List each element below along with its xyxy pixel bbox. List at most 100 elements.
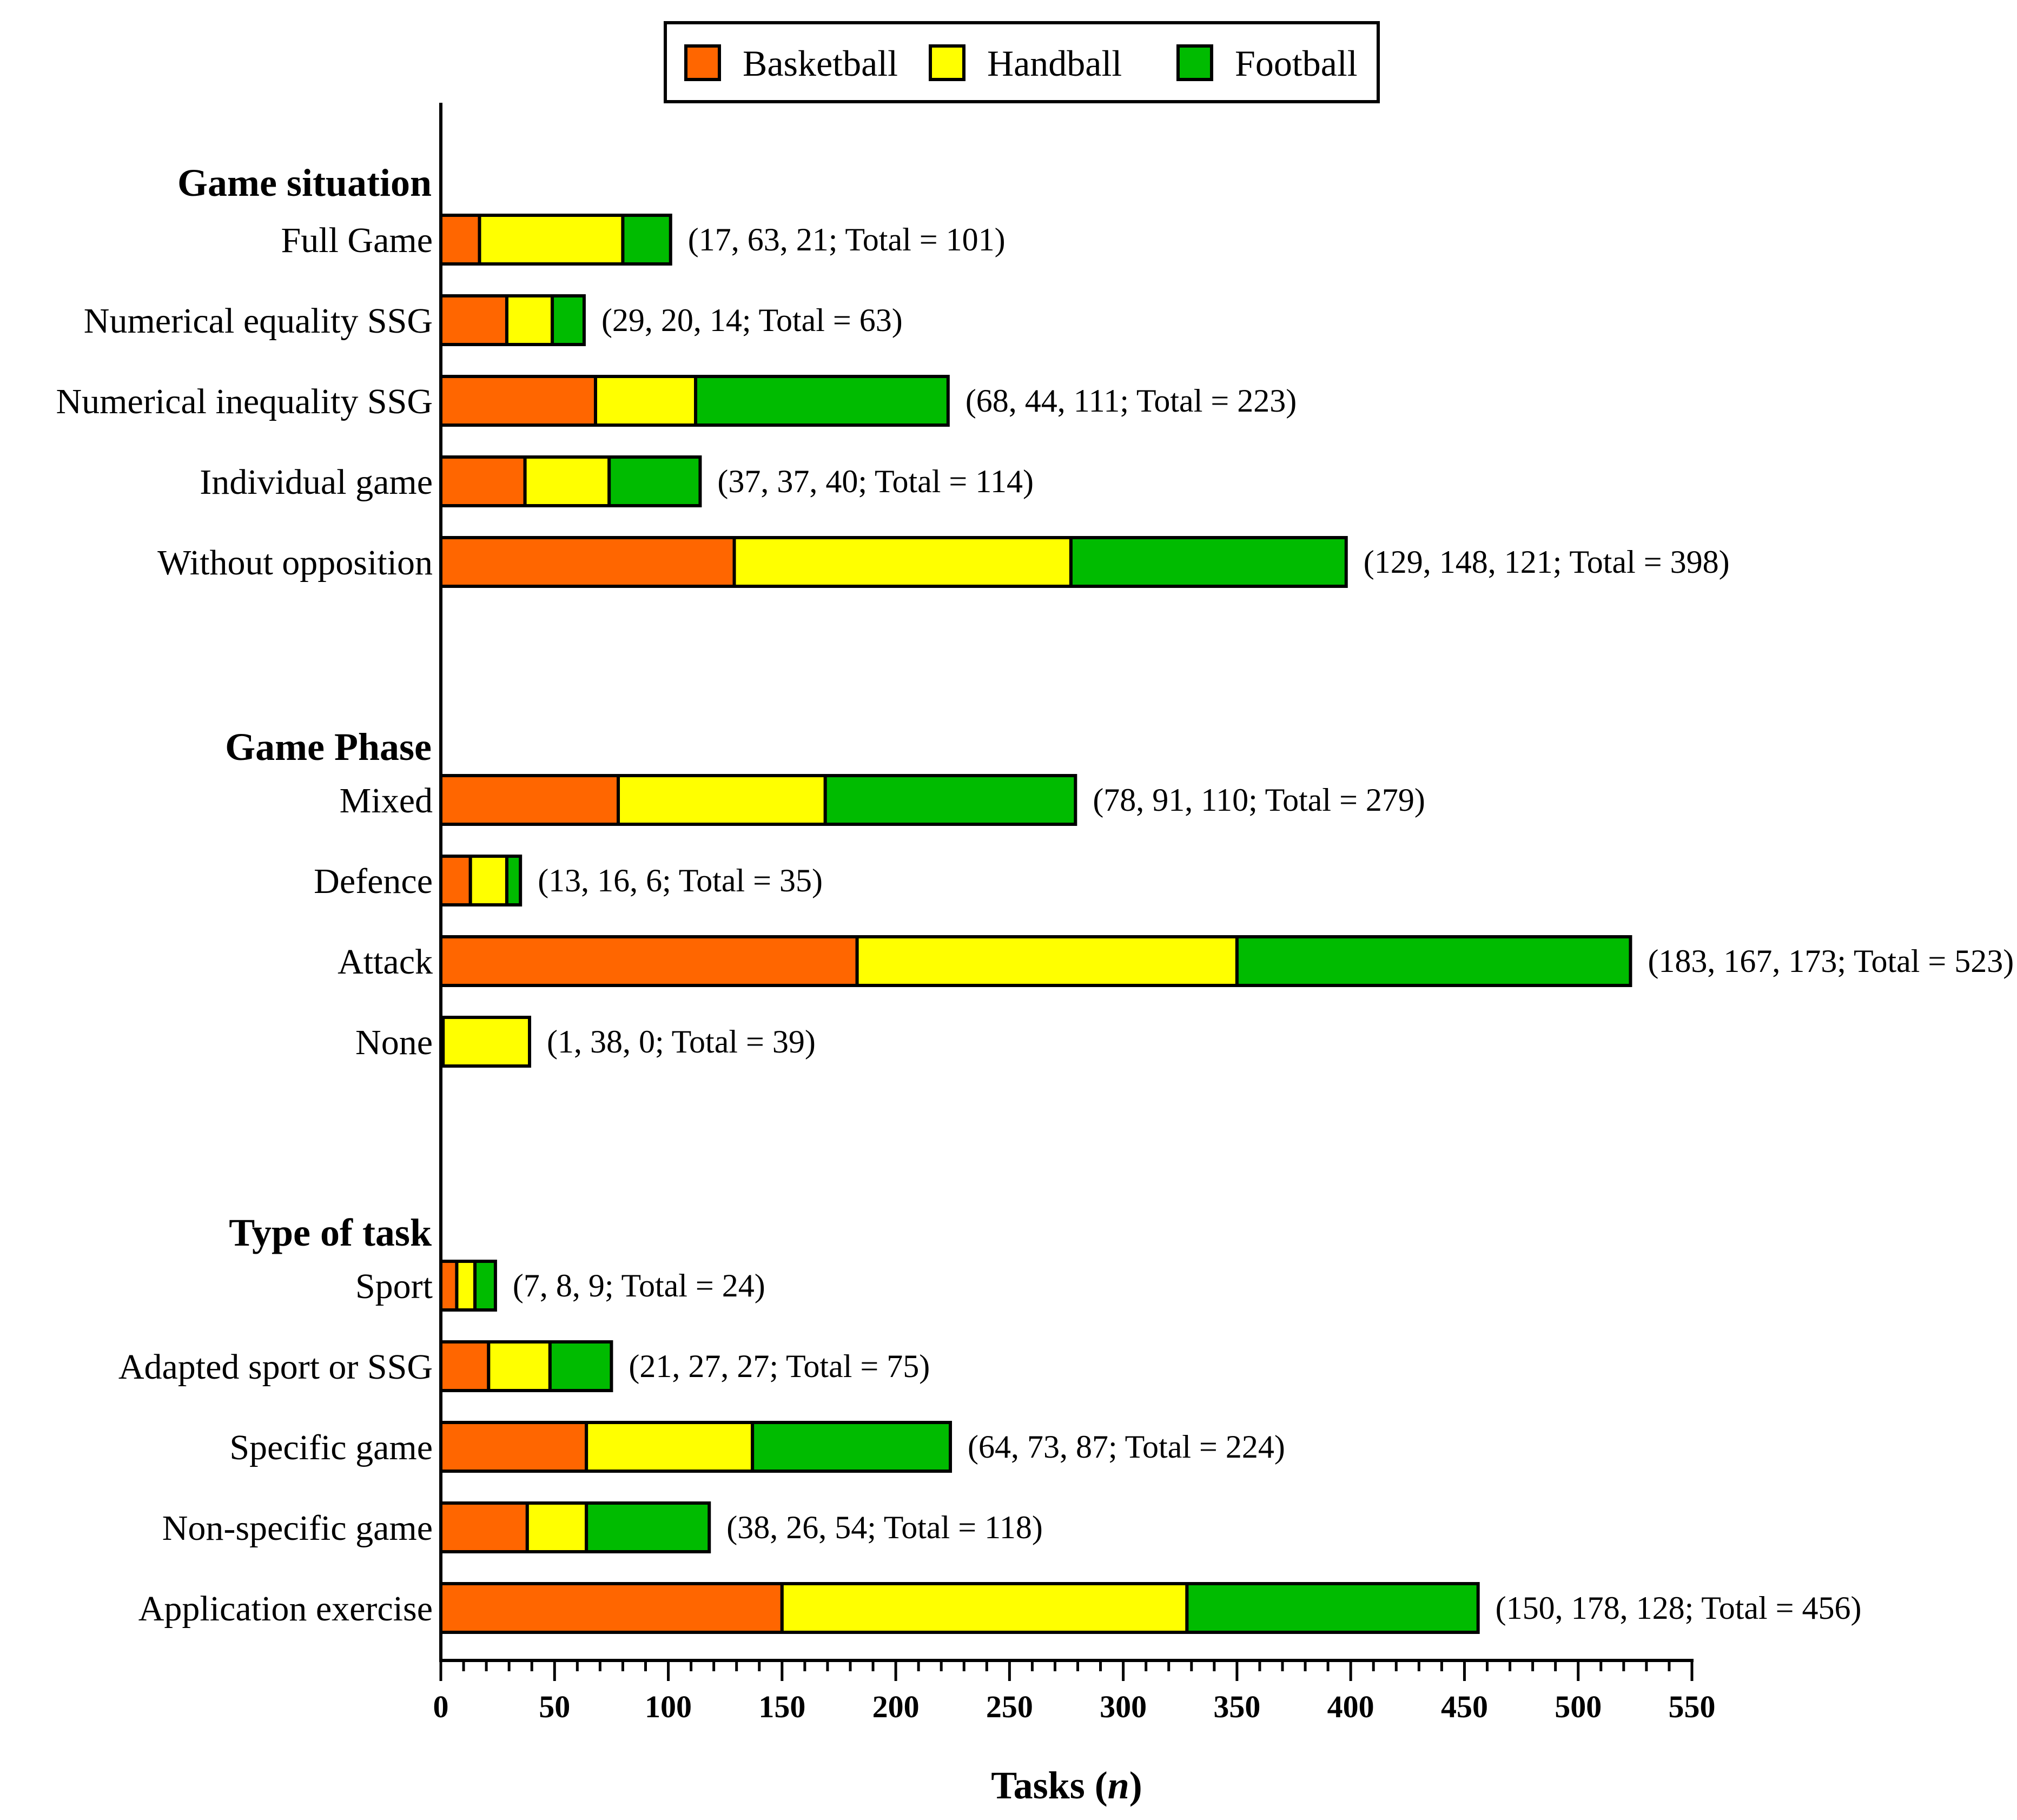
legend: Basketball Handball Football bbox=[664, 21, 1380, 103]
bar-segment-basketball bbox=[439, 935, 859, 987]
bar-row-defence: Defence (13, 16, 6; Total = 35) bbox=[314, 855, 823, 906]
bar-segment-handball bbox=[617, 774, 827, 826]
x-tick-label: 50 bbox=[539, 1689, 570, 1724]
x-tick-label: 350 bbox=[1213, 1689, 1260, 1724]
bar-row-numerical-equality-ssg: Numerical equality SSG (29, 20, 14; Total… bbox=[84, 294, 903, 346]
group-game-situation: Game situation Full Game (17, 63, 21; Tota… bbox=[56, 161, 1730, 588]
category-label: Mixed bbox=[340, 781, 433, 820]
bar-segment-football bbox=[621, 214, 672, 266]
x-tick-label: 300 bbox=[1100, 1689, 1147, 1724]
legend-swatch-football bbox=[1176, 44, 1213, 81]
x-tick-label: 550 bbox=[1669, 1689, 1716, 1724]
bar-segment-basketball bbox=[439, 214, 481, 266]
bar-segment-handball bbox=[505, 294, 554, 346]
bar-segment-football bbox=[1069, 536, 1348, 588]
bar-annotation: (29, 20, 14; Total = 63) bbox=[601, 302, 903, 338]
bar-annotation: (13, 16, 6; Total = 35) bbox=[538, 863, 823, 898]
bar-segment-handball bbox=[468, 855, 508, 906]
bar-segment-football bbox=[1235, 935, 1632, 987]
bar-segment-handball bbox=[487, 1340, 552, 1392]
category-label: Adapted sport or SSG bbox=[118, 1347, 433, 1387]
legend-swatch-basketball bbox=[684, 44, 721, 81]
bar-segment-football bbox=[548, 1340, 613, 1392]
bar-segment-handball bbox=[855, 935, 1239, 987]
group-title: Game Phase bbox=[225, 725, 432, 769]
x-tick-label: 500 bbox=[1555, 1689, 1602, 1724]
category-label: Sport bbox=[355, 1267, 433, 1306]
x-axis-title: Tasks (n) bbox=[991, 1764, 1142, 1807]
bar-segment-handball bbox=[525, 1501, 588, 1553]
legend-label-basketball: Basketball bbox=[743, 43, 898, 84]
bar-row-sport: Sport (7, 8, 9; Total = 24) bbox=[355, 1260, 765, 1312]
category-label: Application exercise bbox=[138, 1589, 433, 1629]
bar-segment-football bbox=[505, 855, 523, 906]
bar-segment-basketball bbox=[439, 855, 472, 906]
bar-annotation: (1, 38, 0; Total = 39) bbox=[547, 1024, 816, 1060]
category-label: Non-specific game bbox=[162, 1508, 433, 1548]
bar-segment-football bbox=[607, 455, 702, 507]
bar-segment-football bbox=[1185, 1582, 1480, 1634]
x-tick-label: 0 bbox=[433, 1689, 449, 1724]
bar-segment-handball bbox=[593, 375, 698, 427]
bar-segment-basketball bbox=[439, 1501, 529, 1553]
bar-annotation: (17, 63, 21; Total = 101) bbox=[688, 222, 1006, 257]
chart-groups: Game situation Full Game (17, 63, 21; Tota… bbox=[56, 161, 2014, 1634]
bar-row-application-exercise: Application exercise (150, 178, 128; Tota… bbox=[138, 1582, 1862, 1634]
bar-segment-football bbox=[751, 1421, 953, 1473]
bar-segment-basketball bbox=[439, 1582, 784, 1634]
bar-row-mixed: Mixed (78, 91, 110; Total = 279) bbox=[340, 774, 1425, 826]
category-label: Defence bbox=[314, 862, 433, 901]
x-tick-label: 200 bbox=[872, 1689, 920, 1724]
group-title: Type of task bbox=[229, 1211, 432, 1254]
bar-row-individual-game: Individual game (37, 37, 40; Total = 114) bbox=[200, 455, 1034, 507]
legend-label-handball: Handball bbox=[987, 43, 1122, 84]
bar-segment-football bbox=[694, 375, 950, 427]
bar-segment-handball bbox=[732, 536, 1073, 588]
x-tick-label: 450 bbox=[1441, 1689, 1488, 1724]
bar-annotation: (64, 73, 87; Total = 224) bbox=[968, 1429, 1285, 1465]
bar-segment-basketball bbox=[439, 1260, 459, 1312]
bar-segment-football bbox=[585, 1501, 711, 1553]
bar-segment-basketball bbox=[439, 536, 736, 588]
bar-annotation: (7, 8, 9; Total = 24) bbox=[513, 1268, 765, 1303]
category-label: Attack bbox=[338, 942, 433, 982]
bar-row-numerical-inequality-ssg: Numerical inequality SSG (68, 44, 111; To… bbox=[56, 375, 1297, 427]
category-label: None bbox=[355, 1023, 433, 1062]
bar-segment-handball bbox=[441, 1016, 532, 1068]
x-tick-label: 100 bbox=[645, 1689, 692, 1724]
category-label: Specific game bbox=[229, 1428, 433, 1467]
bar-row-specific-game: Specific game (64, 73, 87; Total = 224) bbox=[229, 1421, 1285, 1473]
category-label: Without opposition bbox=[157, 543, 433, 583]
bar-annotation: (129, 148, 121; Total = 398) bbox=[1364, 544, 1730, 580]
category-label: Full Game bbox=[281, 221, 433, 260]
bar-segment-football bbox=[823, 774, 1077, 826]
bar-row-adapted-sport-or-ssg: Adapted sport or SSG (21, 27, 27; Total =… bbox=[118, 1340, 930, 1392]
bar-row-attack: Attack (183, 167, 173; Total = 523) bbox=[338, 935, 2014, 987]
bar-annotation: (38, 26, 54; Total = 118) bbox=[726, 1510, 1043, 1545]
bar-annotation: (150, 178, 128; Total = 456) bbox=[1496, 1590, 1862, 1626]
bar-segment-handball bbox=[780, 1582, 1189, 1634]
group-game-phase: Game Phase Mixed (78, 91, 110; Total = 279… bbox=[225, 725, 2014, 1068]
category-label: Numerical inequality SSG bbox=[56, 382, 433, 421]
bar-segment-handball bbox=[523, 455, 611, 507]
x-tick-label: 150 bbox=[758, 1689, 805, 1724]
bar-annotation: (21, 27, 27; Total = 75) bbox=[629, 1348, 930, 1384]
x-tick-label: 250 bbox=[986, 1689, 1033, 1724]
x-tick-label: 400 bbox=[1327, 1689, 1374, 1724]
group-type-of-task: Type of task Sport (7, 8, 9; Total = 24) Ad… bbox=[118, 1211, 1862, 1634]
legend-swatch-handball bbox=[929, 44, 965, 81]
bar-segment-basketball bbox=[439, 1340, 491, 1392]
group-title: Game situation bbox=[177, 161, 432, 204]
category-label: Individual game bbox=[200, 462, 433, 502]
legend-box bbox=[664, 21, 1380, 103]
bar-annotation: (68, 44, 111; Total = 223) bbox=[965, 383, 1297, 419]
bar-segment-basketball bbox=[439, 294, 508, 346]
bar-segment-basketball bbox=[439, 375, 597, 427]
bar-row-non-specific-game: Non-specific game (38, 26, 54; Total = 11… bbox=[162, 1501, 1043, 1553]
bar-segment-basketball bbox=[439, 774, 620, 826]
bar-row-full-game: Full Game (17, 63, 21; Total = 101) bbox=[281, 214, 1006, 266]
bar-row-without-opposition: Without opposition (129, 148, 121; Total … bbox=[157, 536, 1730, 588]
category-label: Numerical equality SSG bbox=[84, 301, 433, 341]
bar-annotation: (78, 91, 110; Total = 279) bbox=[1093, 782, 1425, 818]
